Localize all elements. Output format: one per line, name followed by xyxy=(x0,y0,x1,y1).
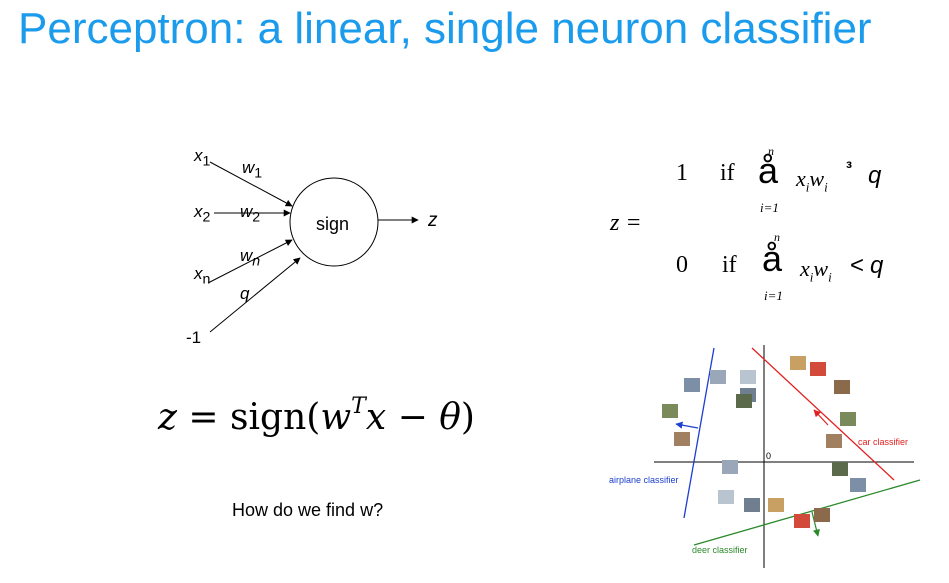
input-label-xn: xn xyxy=(194,264,211,288)
bias-edge xyxy=(209,257,301,333)
sample-photo xyxy=(834,380,850,394)
weight-label-w2: w2 xyxy=(240,202,261,226)
sample-photo xyxy=(662,404,678,418)
sample-photo xyxy=(810,362,826,376)
sample-photo xyxy=(794,514,810,528)
sample-photo xyxy=(736,394,752,408)
case-1-upper: n xyxy=(768,144,774,158)
slide-title: Perceptron: a linear, single neuron clas… xyxy=(18,4,872,53)
question-text: How do we find w? xyxy=(232,500,384,520)
weight-label-wn: wn xyxy=(240,246,261,270)
plot-origin-label: 0 xyxy=(766,451,772,461)
case-1-lower: i=1 xyxy=(760,200,779,215)
output-label-z: z xyxy=(428,210,438,231)
weight-label-w1: w1 xyxy=(242,158,263,182)
case-2-value: 0 xyxy=(676,252,688,278)
neuron-node xyxy=(289,177,379,267)
sample-photo xyxy=(710,370,726,384)
node-label-sign: sign xyxy=(316,214,350,234)
case-2-threshold: q xyxy=(870,252,884,279)
sample-photo xyxy=(840,412,856,426)
deer-classifier-line xyxy=(693,479,921,546)
sample-photo xyxy=(744,498,760,512)
car-classifier-arrow xyxy=(813,409,829,426)
case-1-relation: ³ xyxy=(846,158,852,178)
car-classifier-label: car classifier xyxy=(858,437,909,447)
case-2-upper: n xyxy=(774,230,780,244)
sample-photo xyxy=(722,460,738,474)
sample-photo xyxy=(684,378,700,392)
sample-photo xyxy=(826,434,842,448)
deer-classifier-label: deer classifier xyxy=(692,545,748,555)
bias-input-label: -1 xyxy=(186,328,202,347)
deer-classifier-arrow xyxy=(811,511,820,537)
linear-classifier-plot xyxy=(654,345,921,568)
case-1-threshold: q xyxy=(868,162,882,189)
case-1-value: 1 xyxy=(676,160,688,186)
compact-formula: z = sign(wTx − θ) xyxy=(158,394,475,438)
sample-photo xyxy=(740,370,756,384)
neuron-diagram xyxy=(207,161,419,333)
case-2-relation: < xyxy=(850,252,865,279)
piecewise-lhs: z = xyxy=(610,210,642,236)
case-1-if: if xyxy=(720,160,735,186)
sample-photo xyxy=(674,432,690,446)
sample-photos xyxy=(662,356,866,528)
input-label-x2: x2 xyxy=(194,202,211,226)
airplane-classifier-arrow xyxy=(675,421,699,429)
sample-photo xyxy=(790,356,806,370)
case-2-if: if xyxy=(722,252,737,278)
input-edge-1 xyxy=(209,161,293,207)
sample-photo xyxy=(832,462,848,476)
input-label-x1: x1 xyxy=(194,146,211,170)
case-2-lower: i=1 xyxy=(764,288,783,303)
sample-photo xyxy=(718,490,734,504)
sample-photo xyxy=(768,498,784,512)
case-2-term: xiwi xyxy=(800,256,832,285)
case-2-sum-symbol: å xyxy=(762,238,783,279)
sample-photo xyxy=(850,478,866,492)
case-1-sum-symbol: å xyxy=(758,150,779,191)
airplane-classifier-line xyxy=(683,347,715,519)
weight-label-theta: q xyxy=(240,284,250,303)
case-1-term: xiwi xyxy=(796,166,828,195)
airplane-classifier-label: airplane classifier xyxy=(609,475,679,485)
car-classifier-line xyxy=(751,347,895,481)
input-edge-n xyxy=(207,239,293,284)
sample-photo xyxy=(814,508,830,522)
